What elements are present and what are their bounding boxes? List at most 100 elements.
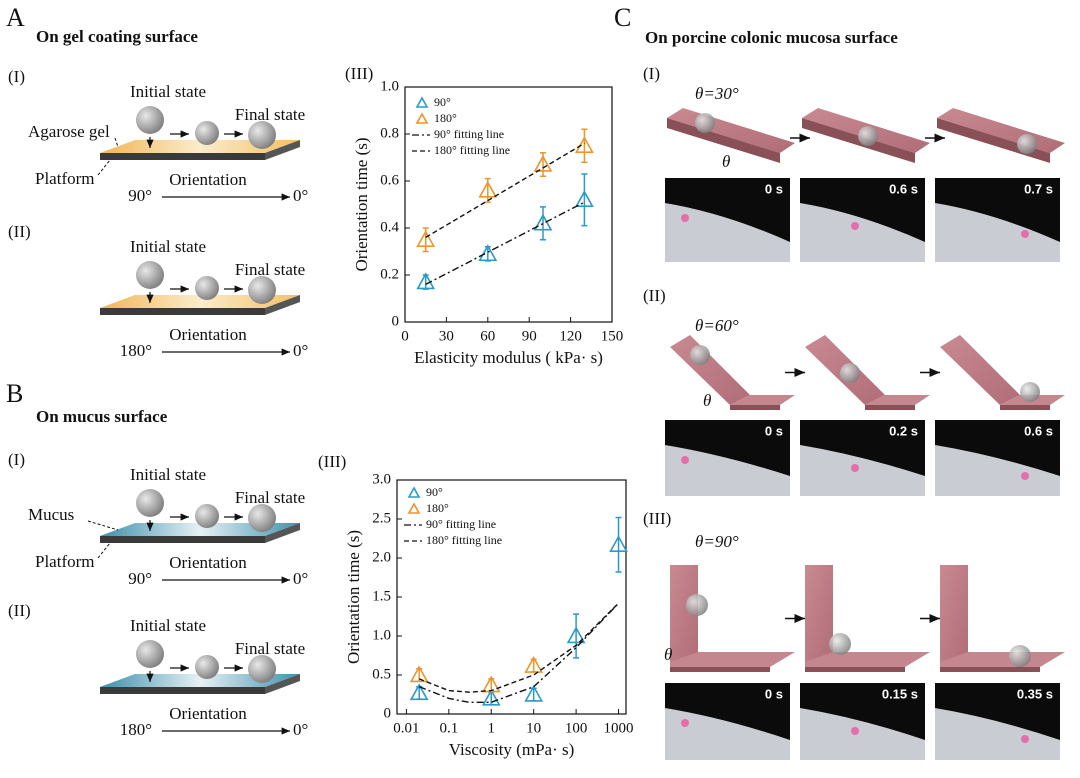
angle-label: θ=60° bbox=[695, 316, 739, 335]
y-tick-label: 0.5 bbox=[372, 666, 391, 682]
plate-front bbox=[100, 687, 265, 694]
angle-label: θ=30° bbox=[695, 84, 739, 103]
fit-line bbox=[425, 142, 585, 239]
x-tick-label: 0.01 bbox=[393, 720, 419, 736]
tissue-edge bbox=[865, 405, 915, 410]
x-tick-label: 90 bbox=[522, 328, 537, 344]
marker bbox=[416, 230, 436, 247]
marker bbox=[609, 535, 628, 552]
plate-side bbox=[265, 140, 300, 160]
marker bbox=[409, 683, 429, 701]
to-angle: 0° bbox=[293, 569, 308, 588]
legend-label: 180° bbox=[434, 111, 457, 125]
roman-label: (II) bbox=[8, 222, 31, 241]
ball bbox=[840, 363, 860, 383]
y-tick-label: 3.0 bbox=[372, 471, 391, 487]
platform-label: Platform bbox=[35, 552, 95, 571]
platform-label: Platform bbox=[35, 169, 95, 188]
state-label: Final state bbox=[235, 639, 305, 658]
from-angle: 90° bbox=[128, 186, 152, 205]
y-tick-label: 0 bbox=[384, 705, 392, 721]
time-label: 0.6 s bbox=[1024, 423, 1053, 438]
photo-ball bbox=[851, 464, 859, 472]
y-tick-label: 1.0 bbox=[372, 627, 391, 643]
legend-label: 180° bbox=[426, 501, 449, 515]
y-tick-label: 0 bbox=[392, 313, 400, 329]
tissue bbox=[730, 395, 795, 405]
tissue bbox=[670, 335, 750, 405]
panel-title: On porcine colonic mucosa surface bbox=[645, 28, 898, 47]
ball bbox=[136, 261, 164, 289]
ball bbox=[195, 655, 219, 679]
y-tick-label: 1.0 bbox=[380, 78, 399, 94]
marker bbox=[481, 688, 501, 706]
photo-ball bbox=[1021, 735, 1029, 743]
orientation-label: Orientation bbox=[169, 325, 247, 344]
y-tick-label: 0.4 bbox=[380, 219, 399, 235]
legend-marker bbox=[415, 96, 429, 108]
marker bbox=[481, 675, 501, 693]
ball bbox=[248, 276, 276, 304]
error-bar bbox=[615, 516, 622, 573]
roman-label: (I) bbox=[8, 450, 25, 469]
state-label: Initial state bbox=[130, 237, 206, 256]
legend-label: 90° fitting line bbox=[426, 517, 496, 531]
tissue bbox=[805, 565, 833, 662]
state-label: Initial state bbox=[130, 82, 206, 101]
x-tick-label: 10 bbox=[526, 720, 541, 736]
x-tick-label: 120 bbox=[559, 328, 582, 344]
legend-marker bbox=[415, 112, 429, 124]
marker bbox=[416, 272, 436, 290]
y-axis-label: Orientation time (s) bbox=[344, 530, 363, 664]
ball bbox=[136, 106, 164, 134]
leader bbox=[97, 542, 111, 559]
plate-front bbox=[100, 153, 265, 160]
tissue-edge bbox=[802, 118, 915, 163]
photo-ball bbox=[681, 214, 689, 222]
ball bbox=[1020, 382, 1040, 402]
photo-ball bbox=[1021, 230, 1029, 238]
panel-letter: B bbox=[6, 379, 23, 408]
photo-ball bbox=[851, 222, 859, 230]
photo-tissue bbox=[935, 708, 1060, 760]
tissue-edge bbox=[667, 118, 780, 163]
y-tick-label: 2.0 bbox=[372, 549, 391, 565]
photo-tissue bbox=[935, 203, 1060, 262]
from-angle: 180° bbox=[120, 341, 152, 360]
error-bar bbox=[540, 206, 546, 241]
tissue bbox=[805, 652, 930, 667]
state-label: Final state bbox=[235, 105, 305, 124]
x-axis-label: Elasticity modulus ( kPa· s) bbox=[414, 348, 603, 367]
ball bbox=[195, 504, 219, 528]
plate-front bbox=[100, 308, 265, 315]
time-label: 0 s bbox=[765, 686, 783, 701]
time-label: 0.35 s bbox=[1017, 686, 1053, 701]
marker bbox=[409, 665, 429, 683]
leader bbox=[87, 520, 119, 531]
panel-title: On gel coating surface bbox=[36, 27, 198, 46]
marker bbox=[533, 154, 553, 172]
x-tick-label: 60 bbox=[480, 328, 495, 344]
marker bbox=[524, 655, 544, 673]
surface-label: Mucus bbox=[28, 505, 74, 524]
legend-label: 90° bbox=[426, 485, 443, 499]
plate-side bbox=[265, 295, 300, 315]
photo-tissue bbox=[665, 445, 790, 496]
legend-marker bbox=[407, 502, 421, 514]
from-angle: 180° bbox=[120, 720, 152, 739]
legend-label: 180° fitting line bbox=[426, 533, 502, 547]
y-tick-label: 2.5 bbox=[372, 510, 391, 526]
ball bbox=[1017, 134, 1037, 154]
error-bar bbox=[573, 613, 580, 659]
photo-tissue bbox=[800, 708, 925, 760]
photo-ball bbox=[851, 727, 859, 735]
from-angle: 90° bbox=[128, 569, 152, 588]
time-label: 0 s bbox=[765, 423, 783, 438]
fit-line bbox=[418, 602, 620, 703]
tissue-edge bbox=[805, 667, 905, 672]
panel-annotation: (III) bbox=[345, 64, 373, 83]
legend-label: 180° fitting line bbox=[434, 143, 510, 157]
roman-label: (II) bbox=[8, 601, 31, 620]
ball bbox=[136, 640, 164, 668]
to-angle: 0° bbox=[293, 186, 308, 205]
